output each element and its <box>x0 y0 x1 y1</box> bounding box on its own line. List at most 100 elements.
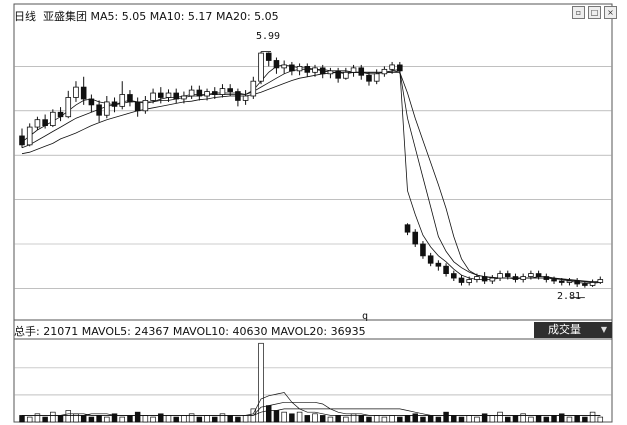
candle-body-13 <box>119 94 126 107</box>
volume-total: 总手: 21071 <box>14 325 79 338</box>
candle-body-25 <box>211 91 218 95</box>
volume-bar-12 <box>111 413 118 423</box>
volume-bar-60 <box>481 413 488 423</box>
candle-body-56 <box>450 273 457 279</box>
volume-bar-5 <box>57 415 64 423</box>
ma5-value: MA5: 5.05 <box>90 10 147 23</box>
volume-bar-15 <box>134 411 141 423</box>
candle-body-32 <box>265 52 272 61</box>
volume-bar-28 <box>235 416 241 423</box>
candle-body-52 <box>420 243 426 257</box>
candle-body-40 <box>327 70 334 75</box>
volume-bar-69 <box>551 415 557 423</box>
volume-bar-11 <box>104 416 110 423</box>
close-icon[interactable]: × <box>604 6 617 19</box>
volume-bar-65 <box>520 413 526 423</box>
volume-legend: 总手: 21071 MAVOL5: 24367 MAVOL10: 40630 M… <box>14 323 366 339</box>
volume-bar-21 <box>181 415 187 423</box>
candle-body-16 <box>142 100 149 112</box>
volume-bar-7 <box>73 413 79 423</box>
volume-bar-27 <box>227 415 233 423</box>
candle-body-15 <box>134 101 141 112</box>
volume-bar-9 <box>88 416 95 423</box>
volume-bar-25 <box>212 416 218 423</box>
candle-body-68 <box>543 276 550 280</box>
candle-body-45 <box>366 74 372 82</box>
volume-bar-62 <box>497 411 503 423</box>
volume-bar-73 <box>582 416 588 423</box>
candle-body-59 <box>474 276 480 280</box>
high-price-label: 5.99 <box>256 31 281 42</box>
candle-body-34 <box>281 64 287 69</box>
candle-body-72 <box>574 280 580 285</box>
volume-bar-64 <box>512 415 519 423</box>
volume-bar-13 <box>119 416 125 423</box>
candle-body-20 <box>173 92 180 100</box>
volume-bar-56 <box>451 415 457 423</box>
candle-body-37 <box>304 66 311 73</box>
maximize-icon[interactable]: □ <box>588 6 601 19</box>
volume-indicator-dropdown[interactable]: 成交量 ▼ <box>534 322 612 338</box>
candle-body-23 <box>196 89 203 97</box>
candle-body-39 <box>319 67 326 75</box>
volume-bar-14 <box>127 415 133 423</box>
volume-bar-26 <box>219 413 226 423</box>
candle-body-17 <box>150 92 156 101</box>
candle-body-64 <box>512 276 519 280</box>
volume-bar-31 <box>258 342 264 423</box>
candle-body-26 <box>219 88 226 95</box>
candle-body-60 <box>481 276 488 282</box>
volume-bar-63 <box>505 416 511 423</box>
volume-bar-17 <box>150 416 156 423</box>
volume-bar-44 <box>358 415 365 423</box>
volume-bar-19 <box>165 415 172 423</box>
ma-legend: 日线 亚盛集团 MA5: 5.05 MA10: 5.17 MA20: 5.05 <box>14 8 279 24</box>
candle-body-19 <box>165 92 172 98</box>
ma-line-0 <box>21 64 601 284</box>
candle-body-35 <box>289 64 295 72</box>
candle-body-43 <box>350 67 357 73</box>
restore-icon[interactable]: ▫ <box>572 6 585 19</box>
volume-bar-23 <box>196 416 203 423</box>
candle-body-67 <box>535 273 542 277</box>
candle-body-71 <box>566 280 573 283</box>
candle-body-5 <box>57 111 64 118</box>
ma10-value: MA10: 5.17 <box>149 10 213 23</box>
volume-bar-49 <box>397 416 403 423</box>
volume-bar-37 <box>304 415 311 423</box>
candle-body-66 <box>528 273 534 277</box>
volume-bar-68 <box>543 416 550 423</box>
candle-body-6 <box>65 97 72 118</box>
volume-bar-59 <box>474 416 480 423</box>
candle-body-38 <box>312 67 318 73</box>
volume-bar-48 <box>389 415 395 423</box>
volume-bar-72 <box>574 415 580 423</box>
volume-bar-55 <box>443 411 449 423</box>
volume-bar-57 <box>458 416 465 423</box>
candle-body-18 <box>157 92 164 98</box>
volume-bar-43 <box>350 413 357 423</box>
candle-body-1 <box>26 126 33 146</box>
volume-bar-51 <box>412 413 418 423</box>
candle-body-0 <box>19 135 25 146</box>
volume-bar-42 <box>343 416 349 423</box>
volume-bar-3 <box>42 416 48 423</box>
candle-body-62 <box>497 273 503 279</box>
volume-bar-52 <box>420 416 426 423</box>
volume-bar-32 <box>265 405 272 423</box>
candle-body-2 <box>34 119 41 128</box>
volume-bar-53 <box>427 415 434 423</box>
candle-body-28 <box>235 91 241 101</box>
volume-bar-74 <box>589 411 596 423</box>
mavol20-value: MAVOL20: 36935 <box>270 325 366 338</box>
volume-bar-29 <box>242 415 249 423</box>
volume-bar-45 <box>366 416 372 423</box>
volume-bar-1 <box>26 416 33 423</box>
candle-body-53 <box>427 255 434 264</box>
stock-name: 亚盛集团 <box>43 10 87 23</box>
candle-body-10 <box>96 104 102 116</box>
volume-bar-10 <box>96 415 102 423</box>
candle-body-65 <box>520 276 526 280</box>
candle-body-58 <box>466 279 473 283</box>
